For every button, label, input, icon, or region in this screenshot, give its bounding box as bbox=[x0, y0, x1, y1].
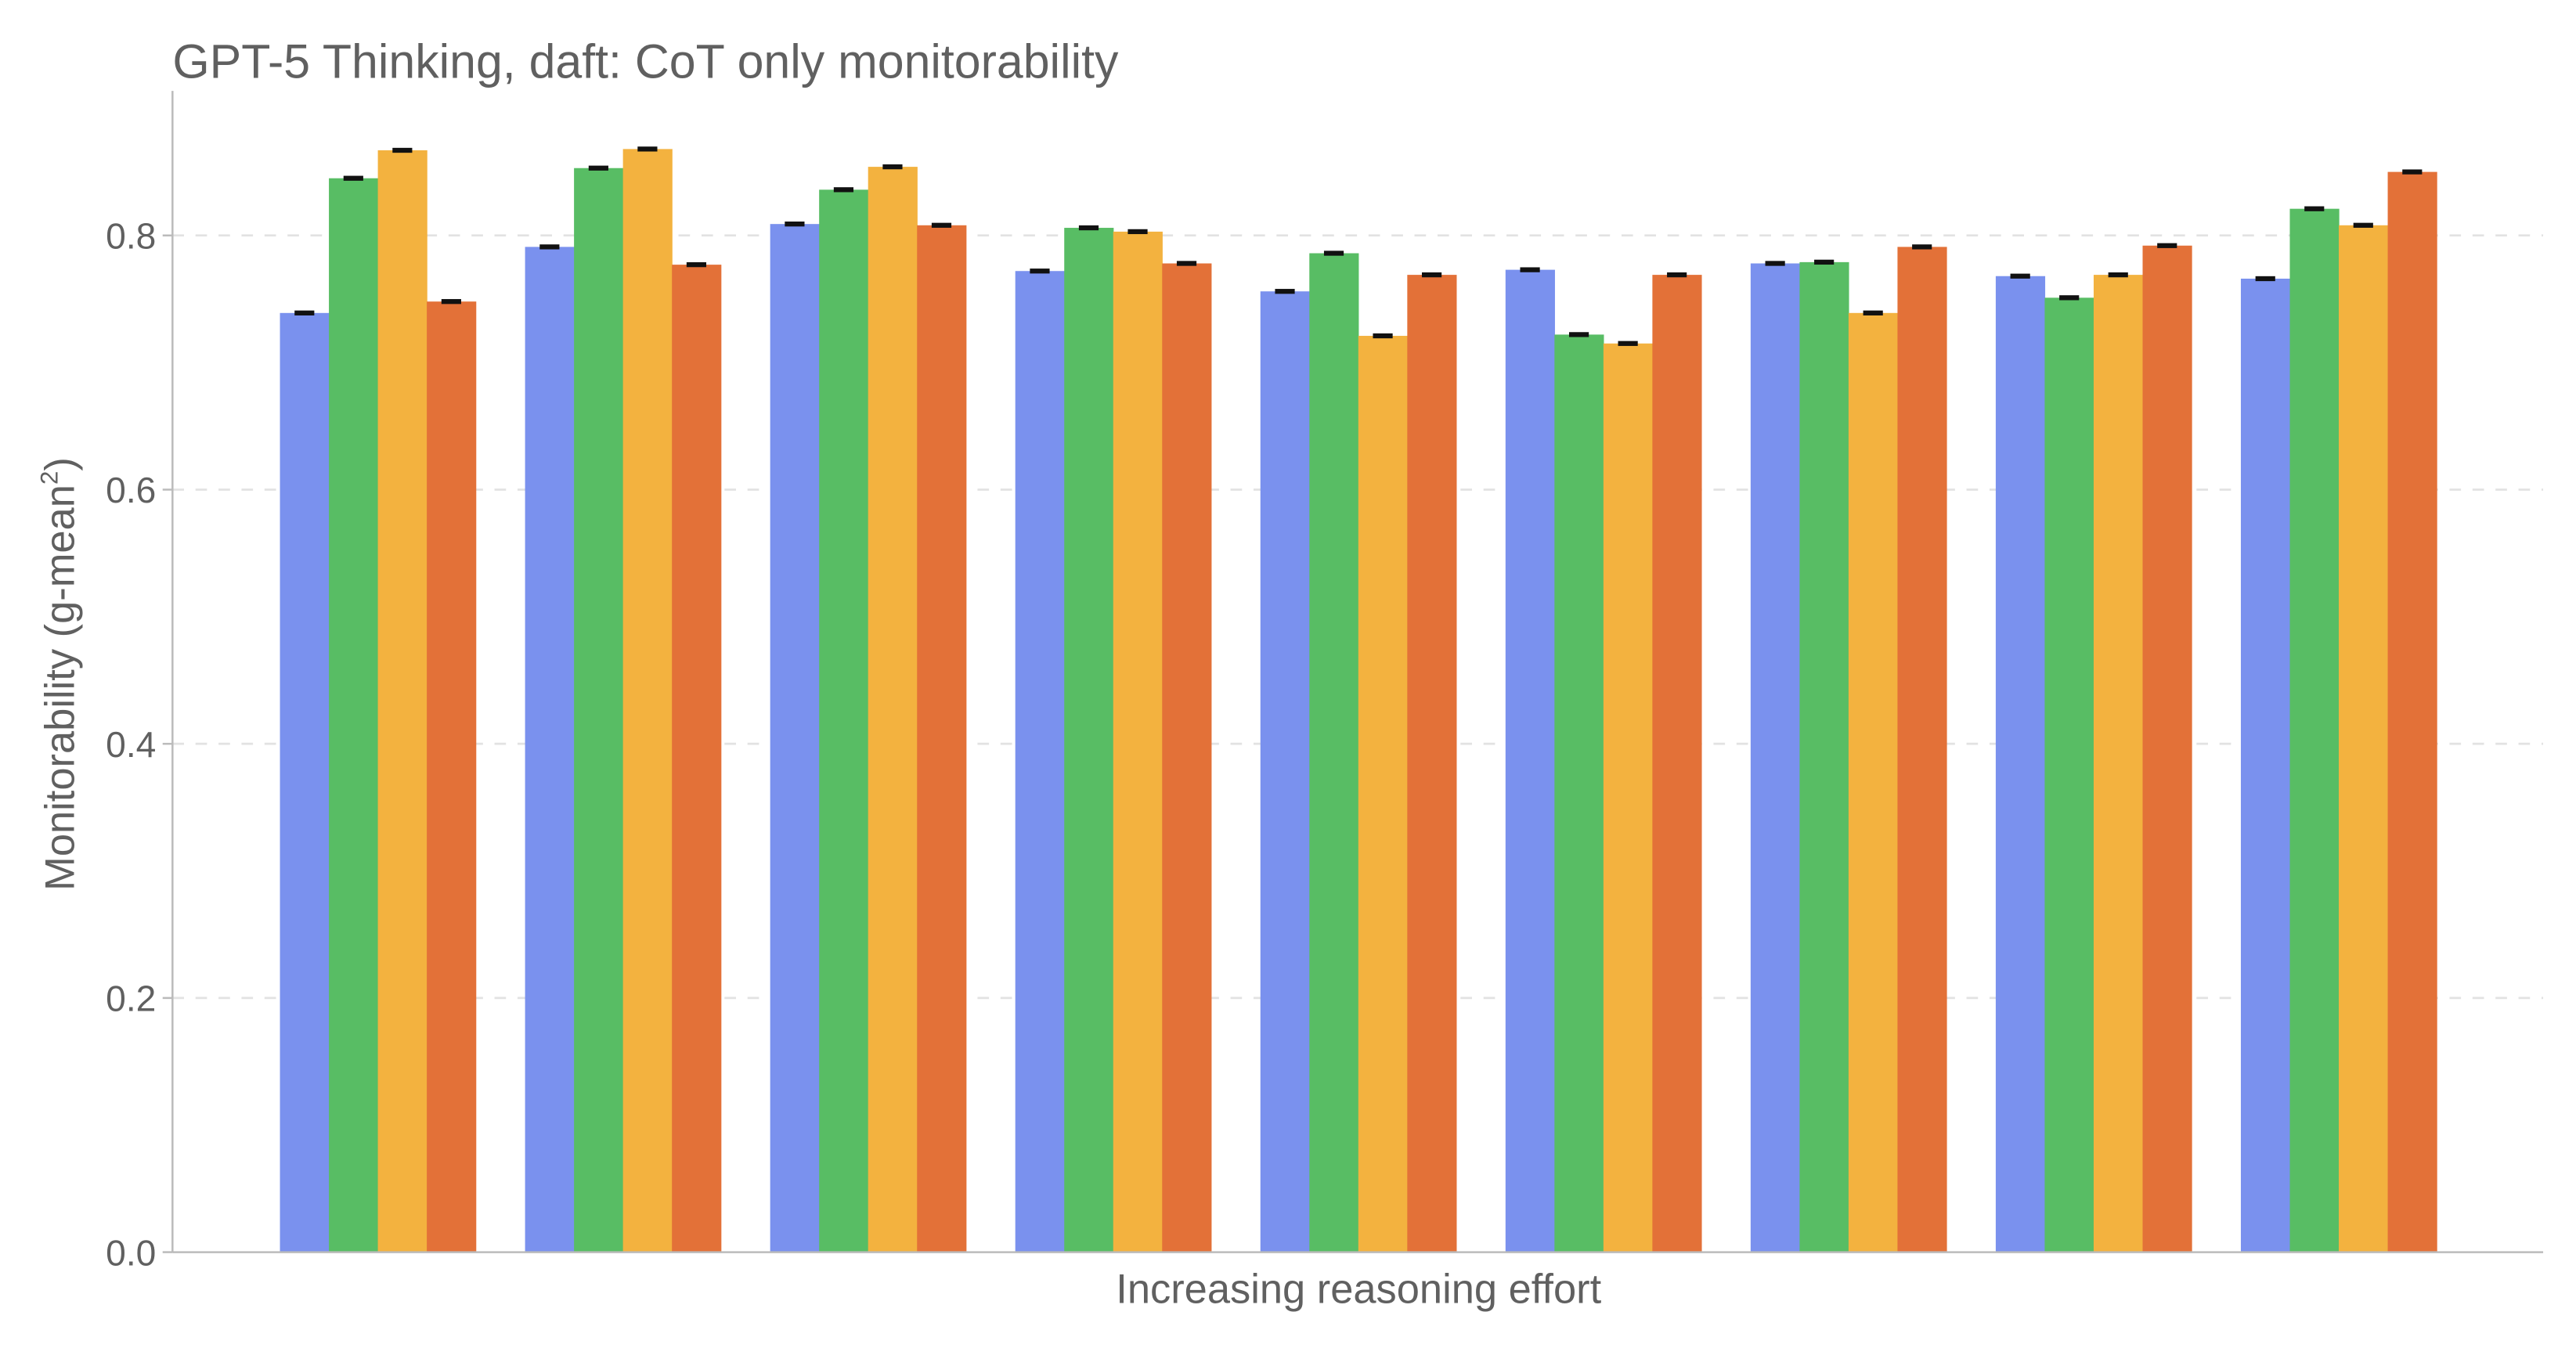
error-bar bbox=[2353, 222, 2373, 228]
error-bar bbox=[2059, 295, 2080, 301]
y-tick-labels: 0.0 0.2 0.4 0.6 0.8 bbox=[106, 216, 173, 1273]
error-bar bbox=[686, 261, 707, 268]
bar-series-1-group-8 bbox=[1995, 276, 2046, 1252]
error-bar bbox=[1127, 229, 1148, 235]
bar-series-3-group-9 bbox=[2339, 225, 2389, 1252]
bar-series-2-group-6 bbox=[1554, 334, 1604, 1252]
error-bar bbox=[343, 175, 363, 181]
bar-series-1-group-9 bbox=[2240, 278, 2291, 1252]
error-bar bbox=[588, 165, 608, 171]
error-bar bbox=[392, 147, 413, 153]
error-bar bbox=[785, 222, 805, 227]
error-bar bbox=[441, 299, 461, 305]
y-tick-label: 0.0 bbox=[106, 1232, 156, 1273]
y-axis-label-close: ) bbox=[38, 457, 83, 470]
bar-series-4-group-4 bbox=[1162, 263, 1212, 1252]
error-bar bbox=[1520, 267, 1540, 272]
bar-series-2-group-7 bbox=[1799, 261, 1849, 1252]
bar-series-2-group-5 bbox=[1309, 253, 1359, 1252]
error-bar bbox=[539, 244, 560, 250]
bar-series-1-group-7 bbox=[1750, 263, 1801, 1252]
y-axis-label: Monitorability (g-mean2) bbox=[35, 457, 83, 891]
bar-series-1-group-4 bbox=[1015, 271, 1065, 1252]
error-bar bbox=[2304, 206, 2325, 211]
error-bar bbox=[637, 146, 658, 152]
error-bar bbox=[1422, 272, 1442, 278]
bar-series-1-group-3 bbox=[770, 224, 820, 1252]
error-bar bbox=[1373, 333, 1393, 339]
bar-series-3-group-4 bbox=[1113, 231, 1163, 1252]
error-bar bbox=[2255, 276, 2275, 282]
bar-series-2-group-8 bbox=[2044, 297, 2094, 1252]
error-bar bbox=[1323, 250, 1344, 256]
y-axis-label-sup: 2 bbox=[35, 471, 63, 485]
bar-series-3-group-6 bbox=[1603, 343, 1654, 1252]
bar-series-3-group-1 bbox=[377, 150, 428, 1252]
bar-series-3-group-2 bbox=[622, 149, 673, 1252]
bar-series-1-group-1 bbox=[280, 312, 330, 1252]
error-bar bbox=[1176, 261, 1197, 266]
x-axis-label: Increasing reasoning effort bbox=[1116, 1267, 1601, 1313]
bar-series-3-group-3 bbox=[868, 167, 918, 1252]
bar-series-1-group-6 bbox=[1505, 269, 1555, 1252]
bar-series-4-group-1 bbox=[427, 301, 477, 1252]
bar-series-2-group-2 bbox=[574, 168, 624, 1252]
y-tick-label: 0.2 bbox=[106, 979, 156, 1019]
error-bar bbox=[2157, 243, 2177, 248]
error-bar bbox=[882, 164, 903, 170]
bar-series-4-group-9 bbox=[2387, 171, 2437, 1252]
error-bar bbox=[1275, 289, 1295, 294]
error-bar bbox=[1765, 261, 1785, 266]
error-bar bbox=[1912, 244, 1932, 250]
error-bar bbox=[2402, 169, 2423, 175]
error-bar bbox=[833, 187, 854, 193]
bar-series-3-group-8 bbox=[2093, 275, 2144, 1252]
bar-series-4-group-5 bbox=[1407, 275, 1457, 1252]
error-bar bbox=[1863, 310, 1883, 315]
y-tick-label: 0.8 bbox=[106, 216, 156, 257]
error-bar bbox=[1667, 272, 1687, 278]
y-tick-label: 0.6 bbox=[106, 470, 156, 510]
y-tick-label: 0.4 bbox=[106, 724, 156, 765]
error-bar bbox=[1569, 332, 1589, 337]
chart-title: GPT-5 Thinking, daft: CoT only monitorab… bbox=[172, 34, 1119, 88]
bar-series-4-group-3 bbox=[917, 225, 967, 1252]
error-bar bbox=[1814, 259, 1835, 265]
error-bar bbox=[931, 222, 952, 228]
bar-series-3-group-7 bbox=[1848, 312, 1899, 1252]
bar-series-1-group-2 bbox=[525, 247, 575, 1252]
bar-series-4-group-2 bbox=[672, 265, 722, 1252]
error-bar bbox=[2010, 273, 2030, 279]
bar-series-1-group-5 bbox=[1260, 291, 1310, 1252]
bar-series-2-group-1 bbox=[329, 178, 379, 1252]
bar-series-4-group-8 bbox=[2142, 245, 2192, 1252]
error-bar bbox=[1618, 341, 1638, 346]
error-bar bbox=[2108, 272, 2128, 278]
error-bar bbox=[1078, 225, 1099, 231]
bar-series-2-group-4 bbox=[1064, 228, 1114, 1252]
bar-series-3-group-5 bbox=[1358, 336, 1408, 1252]
bar-series-2-group-3 bbox=[819, 189, 869, 1252]
bar-series-2-group-9 bbox=[2289, 208, 2340, 1252]
y-axis-label-main: Monitorability (g-mean bbox=[38, 485, 83, 891]
bars bbox=[280, 146, 2437, 1252]
bar-series-4-group-6 bbox=[1652, 275, 1702, 1252]
error-bar bbox=[294, 310, 315, 315]
error-bar bbox=[1030, 269, 1050, 274]
bar-series-4-group-7 bbox=[1897, 247, 1947, 1252]
